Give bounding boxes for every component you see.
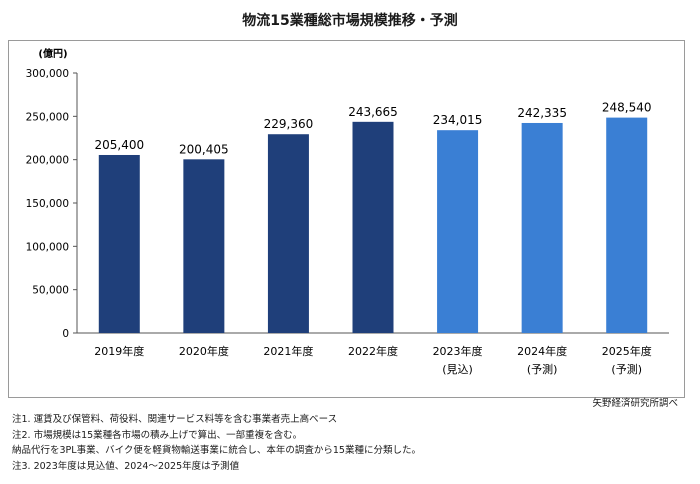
y-tick-label: 50,000	[32, 285, 69, 297]
notes: 注1. 運賃及び保管料、荷役料、関連サービス料等を含む事業者売上高ベース 注2.…	[12, 412, 692, 474]
note-3: 注3. 2023年度は見込値、2024～2025年度は予測値	[12, 460, 240, 472]
x-tick-label: 2024年度	[517, 344, 567, 358]
source-credit: 矢野経済研究所調べ	[592, 398, 678, 409]
x-tick-label: 2022年度	[348, 344, 398, 358]
bar-value-label: 234,015	[433, 113, 483, 127]
y-tick-label: 0	[62, 328, 69, 340]
bar-2021年度	[267, 134, 309, 333]
y-tick-label: 300,000	[26, 68, 69, 80]
chart-title: 物流15業種総市場規模推移・予測	[242, 13, 458, 29]
note-2-continued: 納品代行を3PL事業、バイク便を軽貨物輸送事業に統合し、本年の調査から15業種に…	[12, 445, 421, 456]
bar-2025年度	[606, 117, 648, 333]
x-tick-label: 2020年度	[179, 344, 229, 358]
note-1: 注1. 運賃及び保管料、荷役料、関連サービス料等を含む事業者売上高ベース	[12, 414, 338, 425]
y-tick-label: 200,000	[26, 155, 69, 167]
bar-2023年度	[437, 130, 479, 333]
bar-value-label: 242,335	[517, 106, 567, 120]
bar-value-label: 205,400	[94, 138, 144, 152]
bar-value-label: 200,405	[179, 142, 229, 156]
bar-2020年度	[183, 159, 225, 333]
x-tick-sublabel: (予測)	[611, 362, 642, 376]
bar-chart: (億円) 0 50,000 100,000 150,000 200,000 250,000 3…	[26, 47, 669, 376]
bar-value-label: 229,360	[264, 117, 314, 131]
x-tick-sublabel: (見込)	[442, 363, 473, 376]
bar-2019年度	[98, 154, 140, 333]
bar-2022年度	[352, 121, 394, 333]
y-tick-label: 100,000	[26, 241, 69, 253]
bar-value-label: 248,540	[602, 101, 652, 115]
chart-frame: (億円) 0 50,000 100,000 150,000 200,000 250,000 3…	[8, 40, 685, 398]
x-tick-label: 2021年度	[263, 344, 313, 358]
note-2: 注2. 市場規模は15業種各市場の積み上げで算出、一部重複を含む。	[12, 429, 303, 441]
x-tick-label: 2023年度	[433, 344, 483, 358]
y-tick-label: 150,000	[26, 198, 69, 210]
y-tick-label: 250,000	[26, 111, 69, 123]
x-tick-label: 2025年度	[602, 344, 652, 358]
x-tick-sublabel: (予測)	[527, 362, 558, 376]
bar-2024年度	[521, 122, 563, 333]
x-tick-label: 2019年度	[94, 344, 144, 358]
y-unit-label: (億円)	[38, 47, 67, 60]
bar-value-label: 243,665	[348, 105, 398, 119]
